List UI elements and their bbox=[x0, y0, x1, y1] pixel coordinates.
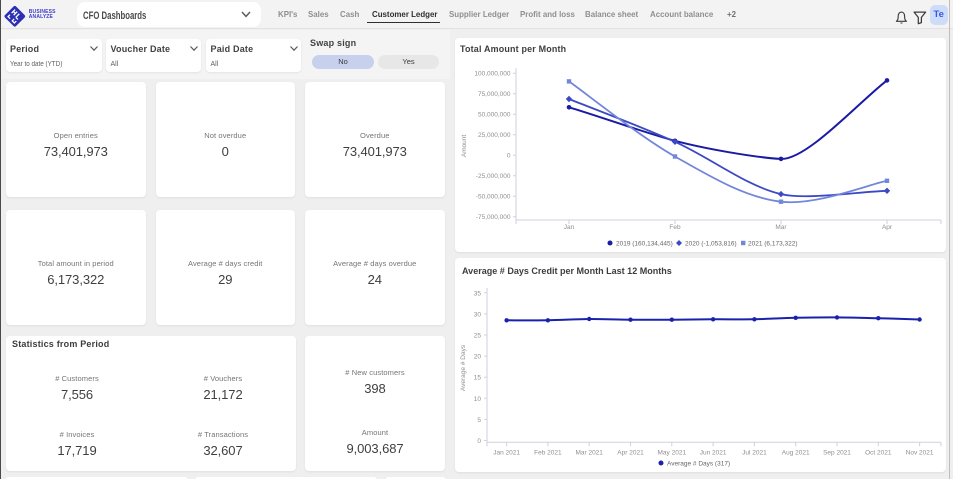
svg-text:Sep 2021: Sep 2021 bbox=[823, 450, 851, 457]
svg-text:Feb: Feb bbox=[669, 224, 681, 231]
svg-text:Apr 2021: Apr 2021 bbox=[617, 450, 644, 457]
svg-text:25: 25 bbox=[474, 333, 482, 340]
svg-text:Nov 2021: Nov 2021 bbox=[906, 450, 934, 457]
svg-text:Mar 2021: Mar 2021 bbox=[575, 450, 603, 457]
svg-text:-75,000,000: -75,000,000 bbox=[476, 214, 511, 221]
svg-text:15: 15 bbox=[474, 375, 482, 382]
svg-text:Jan: Jan bbox=[564, 224, 575, 231]
svg-text:Average # Days: Average # Days bbox=[460, 344, 467, 391]
svg-text:May 2021: May 2021 bbox=[658, 450, 687, 457]
svg-text:Feb 2021: Feb 2021 bbox=[534, 450, 562, 457]
svg-text:-25,000,000: -25,000,000 bbox=[476, 173, 511, 180]
svg-text:2021 (6,173,322): 2021 (6,173,322) bbox=[748, 241, 798, 248]
svg-text:Jan 2021: Jan 2021 bbox=[493, 450, 520, 457]
svg-text:Jun 2021: Jun 2021 bbox=[700, 450, 727, 457]
svg-text:25,000,000: 25,000,000 bbox=[478, 132, 511, 139]
svg-text:20: 20 bbox=[474, 354, 482, 361]
svg-text:0: 0 bbox=[477, 438, 481, 445]
svg-text:Amount: Amount bbox=[461, 135, 468, 158]
svg-text:30: 30 bbox=[474, 311, 482, 318]
svg-text:2020 (-1,053,816): 2020 (-1,053,816) bbox=[685, 241, 737, 248]
svg-text:35: 35 bbox=[474, 290, 482, 297]
svg-text:Mar: Mar bbox=[775, 224, 787, 231]
svg-text:5: 5 bbox=[477, 417, 481, 424]
svg-text:Aug 2021: Aug 2021 bbox=[782, 450, 810, 457]
svg-text:10: 10 bbox=[474, 396, 482, 403]
svg-text:Apr: Apr bbox=[882, 224, 893, 231]
svg-text:0: 0 bbox=[507, 153, 511, 160]
svg-text:2019 (160,134,445): 2019 (160,134,445) bbox=[616, 241, 673, 248]
svg-text:Jul 2021: Jul 2021 bbox=[742, 450, 767, 457]
svg-text:75,000,000: 75,000,000 bbox=[478, 91, 511, 98]
svg-text:Average # Days (317): Average # Days (317) bbox=[667, 461, 730, 468]
svg-text:Oct 2021: Oct 2021 bbox=[865, 450, 892, 457]
svg-text:100,000,000: 100,000,000 bbox=[474, 71, 511, 78]
svg-text:50,000,000: 50,000,000 bbox=[478, 112, 511, 119]
svg-text:-50,000,000: -50,000,000 bbox=[476, 194, 511, 201]
